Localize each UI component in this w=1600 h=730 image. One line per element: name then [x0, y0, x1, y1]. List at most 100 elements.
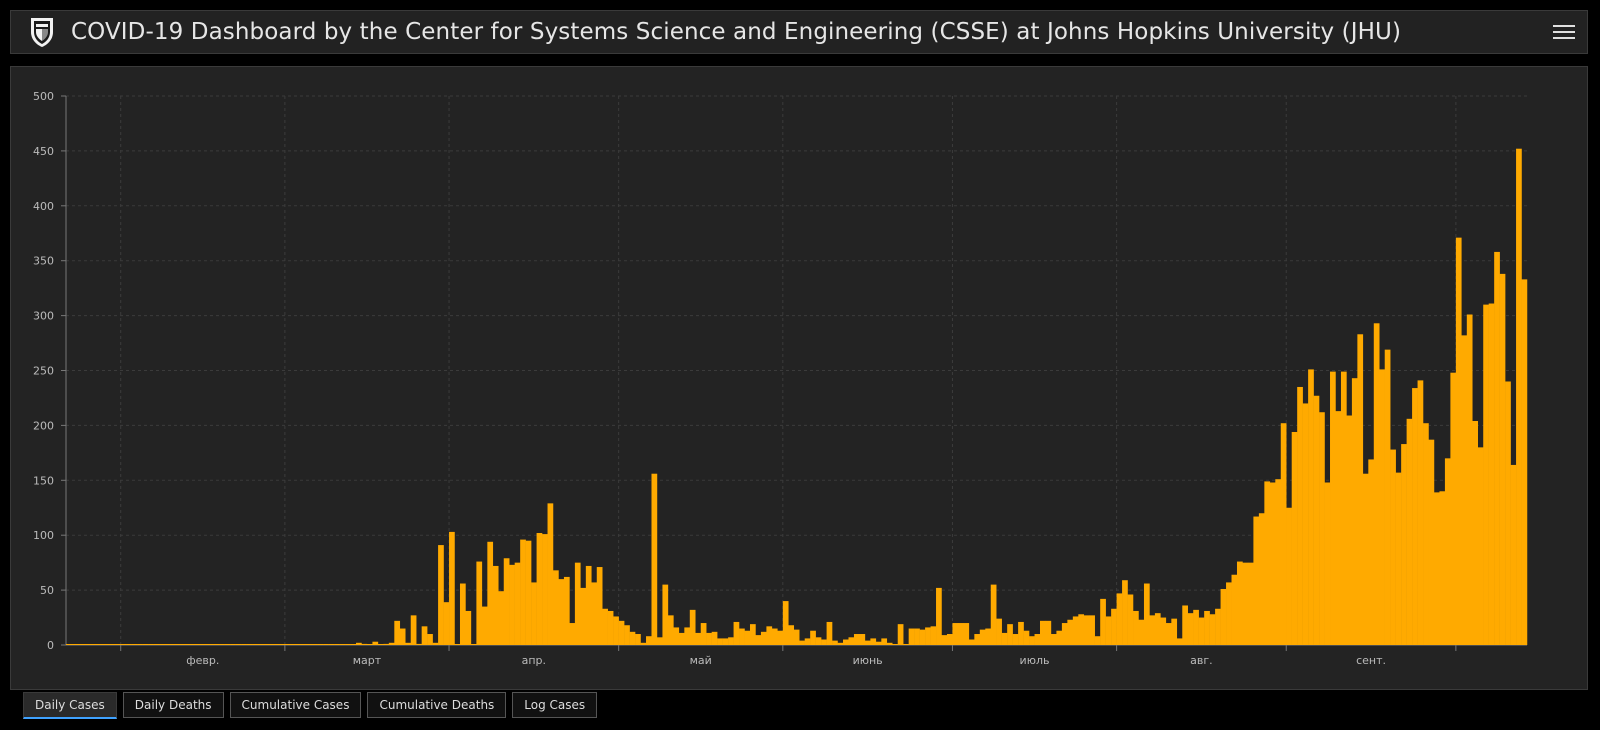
bar [87, 644, 94, 645]
bar [1428, 439, 1435, 645]
bar [503, 558, 510, 645]
bar [509, 564, 515, 645]
tab-log-cases[interactable]: Log Cases [512, 692, 598, 718]
bar [213, 644, 220, 645]
bar [66, 644, 72, 645]
bar [1505, 381, 1511, 645]
bar [1516, 148, 1522, 645]
bar [613, 616, 619, 645]
bar [711, 631, 718, 645]
bar [1154, 613, 1161, 645]
bar [1094, 636, 1101, 645]
bar [624, 625, 630, 645]
bar [1187, 613, 1194, 645]
tab-cumulative-deaths[interactable]: Cumulative Deaths [367, 692, 507, 718]
bar [886, 642, 893, 645]
bar [832, 640, 838, 645]
bar [733, 621, 740, 645]
bar [1050, 634, 1057, 645]
bar [782, 601, 789, 645]
y-tick-label: 200 [33, 419, 54, 432]
bar [793, 629, 800, 645]
bar [405, 642, 411, 645]
bar [241, 644, 247, 645]
bar [946, 634, 953, 645]
bar [1455, 237, 1462, 645]
bar [695, 632, 701, 645]
bar [432, 642, 439, 645]
bar [843, 639, 849, 645]
bar [1264, 481, 1271, 645]
bar [224, 644, 231, 645]
bar [744, 630, 751, 645]
bar [175, 644, 182, 645]
bar [334, 644, 340, 645]
bar [1390, 449, 1396, 645]
bar [1034, 634, 1041, 645]
bar [498, 591, 505, 645]
bar [1357, 334, 1364, 645]
bar [1373, 323, 1380, 645]
bar [257, 644, 264, 645]
bar [1521, 279, 1528, 645]
bar [996, 618, 1002, 645]
y-tick-label: 50 [40, 584, 54, 597]
bar [1275, 479, 1282, 645]
bar [1220, 589, 1227, 645]
bar [749, 624, 756, 645]
bar [1133, 610, 1139, 645]
tab-daily-cases[interactable]: Daily Cases [23, 692, 117, 719]
bar [470, 644, 477, 645]
bar [1423, 423, 1429, 645]
bar [1439, 491, 1446, 645]
bar [284, 644, 291, 645]
bar [1395, 472, 1402, 645]
bar [771, 628, 778, 645]
bar [1198, 617, 1205, 645]
bar [919, 629, 926, 645]
bar [1236, 561, 1243, 645]
tab-daily-deaths[interactable]: Daily Deaths [122, 692, 224, 718]
bar [1319, 412, 1325, 645]
y-tick-label: 300 [33, 310, 54, 323]
bar [126, 644, 132, 645]
bar [1067, 619, 1074, 645]
bar [71, 644, 78, 645]
bar [673, 627, 680, 645]
bar [246, 644, 253, 645]
bar [569, 623, 576, 645]
bar [356, 642, 362, 645]
bar [459, 583, 466, 645]
bar [777, 630, 784, 645]
bar [180, 644, 187, 645]
bar [1007, 624, 1013, 645]
bar [1483, 304, 1489, 645]
bar [1269, 482, 1276, 645]
bar [1215, 608, 1221, 645]
tab-cumulative-cases[interactable]: Cumulative Cases [229, 692, 362, 718]
x-tick-label: март [353, 654, 382, 667]
bar [574, 562, 581, 645]
bar [191, 644, 198, 645]
bar [591, 582, 598, 645]
bar [1313, 395, 1320, 645]
bar [82, 644, 89, 645]
bar [646, 636, 652, 645]
bar [454, 644, 461, 645]
bar [1379, 369, 1385, 645]
daily-cases-chart: 0 50 100 150 200 250 300 350 400 450 500 февр. март а… [33, 90, 1528, 667]
bar [662, 584, 669, 645]
bar [1023, 630, 1030, 645]
bar [361, 643, 368, 645]
bar [169, 644, 176, 645]
bar [914, 628, 920, 645]
bar [689, 609, 696, 645]
bar [465, 610, 472, 645]
bar [618, 620, 625, 645]
bar [651, 473, 658, 645]
hamburger-menu-icon[interactable] [1553, 21, 1575, 43]
bar [1324, 482, 1331, 645]
bar [306, 644, 313, 645]
bar [1182, 605, 1188, 645]
bar [487, 541, 494, 645]
